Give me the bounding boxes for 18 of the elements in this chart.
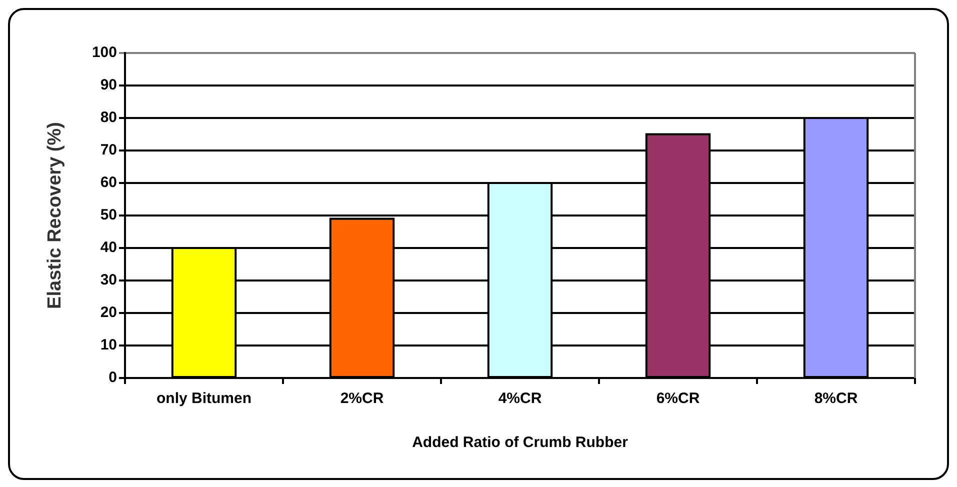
y-tick-label: 50 [100, 206, 117, 224]
y-tick-label: 10 [100, 336, 117, 354]
y-tick-label: 20 [100, 304, 117, 322]
y-tick-label: 40 [100, 239, 117, 256]
x-tick-label: 4%CR [498, 390, 542, 408]
x-axis-title: Added Ratio of Crumb Rubber [412, 434, 628, 452]
y-tick-label: 0 [108, 369, 117, 386]
y-tick-label: 90 [100, 76, 117, 94]
y-axis-title: Elastic Recovery (%) [44, 122, 66, 309]
x-tick-label: only Bitumen [156, 390, 252, 408]
y-tick-label: 80 [100, 109, 117, 126]
y-tick-label: 70 [100, 142, 117, 159]
x-tick-label: 8%CR [814, 390, 858, 408]
y-tick-label: 60 [100, 174, 117, 192]
y-tick-label: 100 [92, 44, 117, 62]
x-tick-label: 2%CR [340, 390, 384, 408]
x-tick-label: 6%CR [656, 390, 700, 408]
y-tick-label: 30 [100, 272, 117, 289]
